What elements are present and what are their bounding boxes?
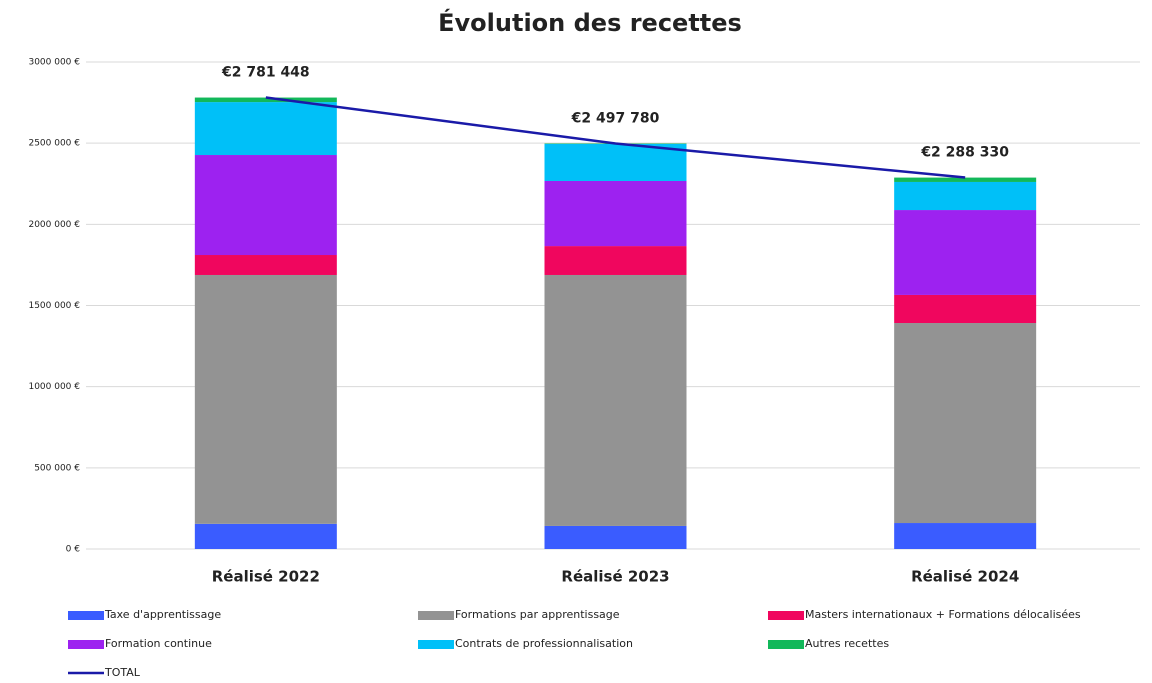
legend-swatch xyxy=(68,640,104,649)
legend-label: Formation continue xyxy=(105,637,212,650)
legend-swatch xyxy=(418,611,454,620)
legend-swatch xyxy=(418,640,454,649)
legend-label: Taxe d'apprentissage xyxy=(104,608,221,621)
bar-segment xyxy=(894,210,1037,295)
bar-segment xyxy=(194,97,337,103)
y-tick-label: 0 € xyxy=(66,545,81,555)
legend-label: TOTAL xyxy=(104,666,141,679)
bar-segment xyxy=(544,525,687,549)
bar-segment xyxy=(194,274,337,524)
legend-label: Autres recettes xyxy=(805,637,889,650)
y-tick-label: 500 000 € xyxy=(34,463,80,473)
x-tick-label: Réalisé 2022 xyxy=(212,568,320,586)
bar-segment xyxy=(194,255,337,275)
y-tick-label: 1500 000 € xyxy=(28,301,80,311)
bar-segment xyxy=(894,177,1037,182)
bar-segment xyxy=(544,246,687,275)
x-tick-label: Réalisé 2024 xyxy=(911,568,1019,586)
y-tick-label: 2000 000 € xyxy=(28,220,80,230)
bar-segment xyxy=(894,181,1037,211)
data-label: €2 781 448 xyxy=(221,64,310,80)
legend-label: Contrats de professionnalisation xyxy=(455,637,633,650)
y-tick-label: 2500 000 € xyxy=(28,139,80,149)
bar-segment xyxy=(544,180,687,247)
bar-segment xyxy=(194,523,337,549)
legend-swatch xyxy=(768,640,804,649)
legend-swatch xyxy=(768,611,804,620)
bar-segment xyxy=(894,294,1037,324)
x-tick-label: Réalisé 2023 xyxy=(561,568,669,586)
y-tick-label: 1000 000 € xyxy=(28,382,80,392)
legend-swatch xyxy=(68,611,104,620)
bar-segment xyxy=(894,523,1037,549)
bar-segment xyxy=(894,323,1037,524)
bar-segment xyxy=(544,274,687,526)
legend-label: Masters internationaux + Formations délo… xyxy=(805,608,1081,621)
chart-title: Évolution des recettes xyxy=(438,8,742,37)
total-line xyxy=(265,96,966,179)
legend-label: Formations par apprentissage xyxy=(455,608,620,621)
bar-segment xyxy=(194,102,337,156)
bar-segment xyxy=(194,155,337,256)
bar-segment xyxy=(544,143,687,181)
y-tick-label: 3000 000 € xyxy=(28,58,80,68)
data-label: €2 497 780 xyxy=(571,111,660,127)
data-label: €2 288 330 xyxy=(920,145,1009,161)
